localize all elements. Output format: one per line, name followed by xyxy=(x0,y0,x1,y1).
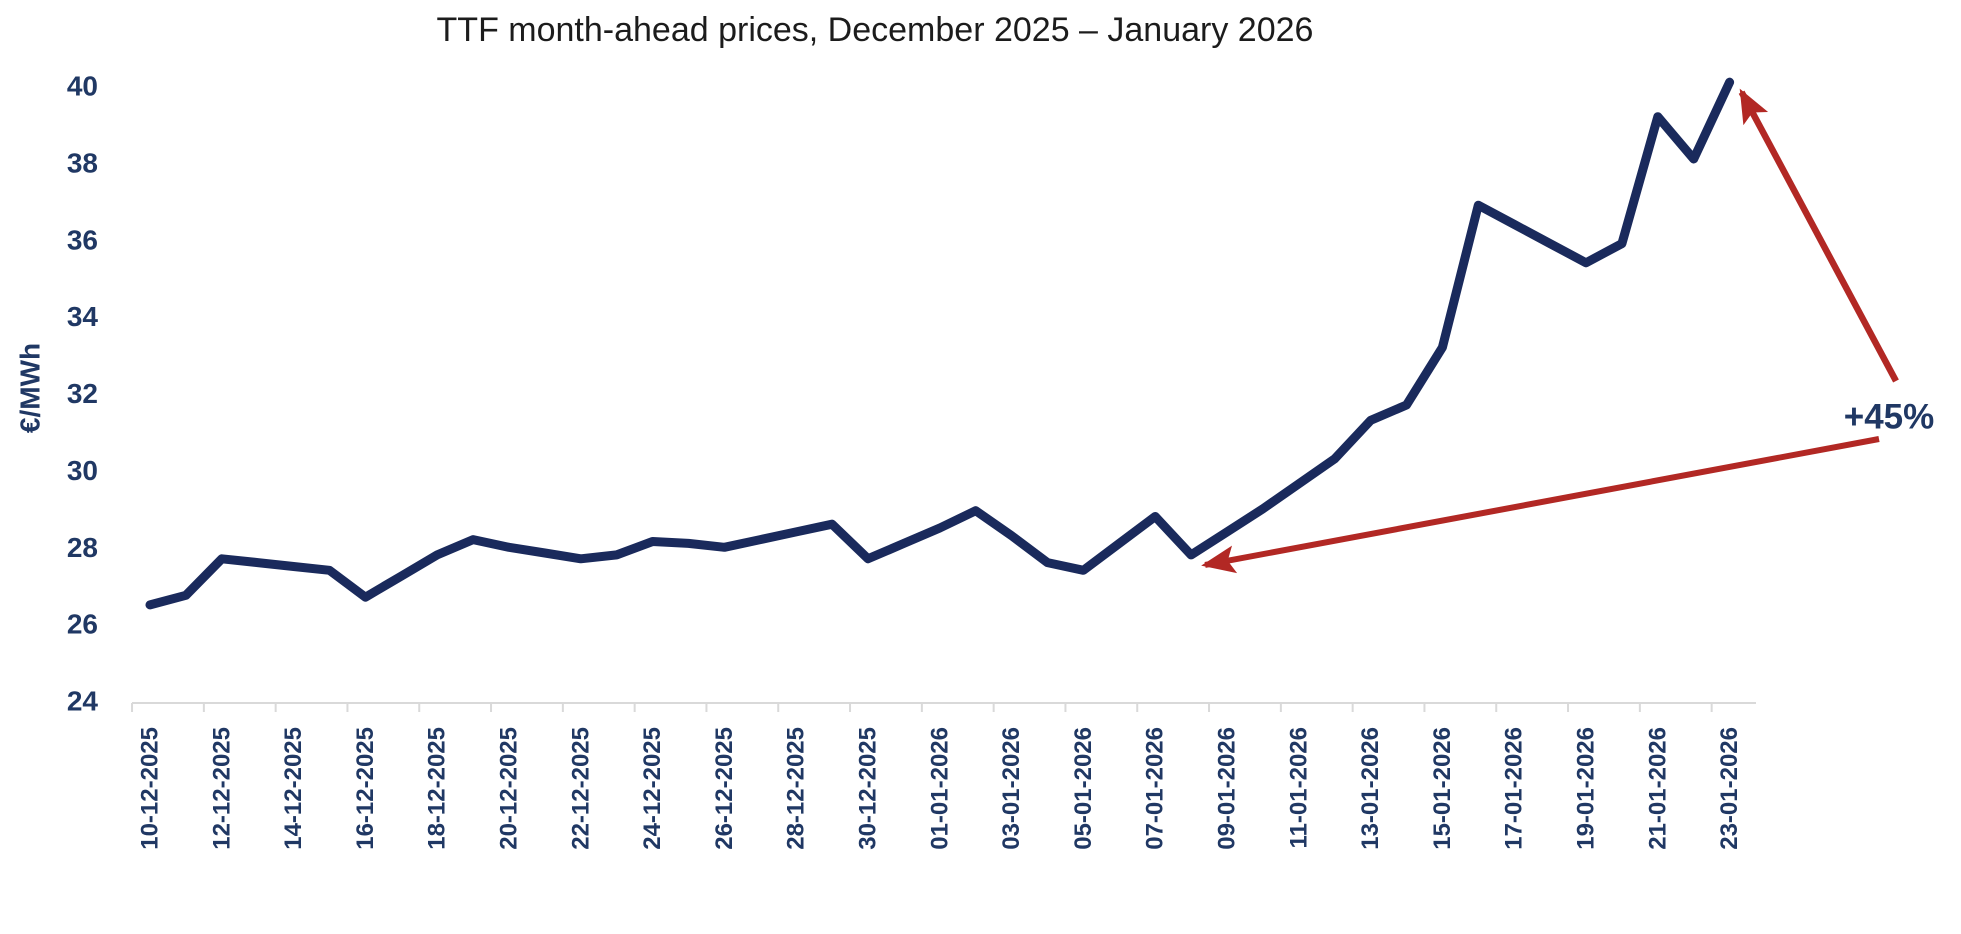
x-tick-labels: 10-12-2025 12-12-2025 14-12-2025 16-12-2025… xyxy=(137,727,1744,850)
y-tick-label: 28 xyxy=(67,532,98,563)
x-axis xyxy=(131,702,1756,712)
x-tick-label: 11-01-2026 xyxy=(1285,727,1312,848)
x-tick-label: 22-12-2025 xyxy=(567,727,594,850)
price-line xyxy=(145,77,1735,610)
x-tick-label: 24-12-2025 xyxy=(639,727,666,850)
annotation-arrow-to-trough xyxy=(1201,436,1880,574)
y-tick-label: 40 xyxy=(67,71,98,102)
x-tick-label: 28-12-2025 xyxy=(783,727,810,850)
x-tick-label: 10-12-2025 xyxy=(137,727,164,850)
y-tick-label: 32 xyxy=(67,378,98,409)
x-tick-label: 23-01-2026 xyxy=(1716,727,1743,850)
y-tick-labels: 40 38 36 34 32 30 28 26 24 xyxy=(67,71,99,717)
x-tick-label: 30-12-2025 xyxy=(855,727,882,850)
x-tick-label: 07-01-2026 xyxy=(1142,727,1169,850)
x-tick-label: 14-12-2025 xyxy=(280,727,307,850)
x-tick-label: 21-01-2026 xyxy=(1644,727,1671,850)
y-tick-label: 38 xyxy=(67,147,98,178)
annotation-arrow-to-peak xyxy=(1738,88,1899,383)
x-tick-label: 15-01-2026 xyxy=(1429,727,1456,850)
y-tick-label: 36 xyxy=(67,224,98,255)
x-tick-label: 19-01-2026 xyxy=(1573,727,1600,850)
x-tick-label: 16-12-2025 xyxy=(352,727,379,850)
y-tick-label: 30 xyxy=(67,455,98,486)
x-tick-label: 17-01-2026 xyxy=(1501,727,1528,850)
x-tick-label: 01-01-2026 xyxy=(926,727,953,850)
x-tick-label: 13-01-2026 xyxy=(1357,727,1384,850)
x-tick-label: 26-12-2025 xyxy=(711,727,738,850)
annotation-label: +45% xyxy=(1844,398,1935,437)
x-tick-label: 18-12-2025 xyxy=(424,727,451,850)
x-tick-label: 12-12-2025 xyxy=(208,727,235,850)
x-tick-label: 09-01-2026 xyxy=(1214,727,1241,850)
y-tick-label: 34 xyxy=(67,301,99,332)
y-axis-title: €/MWh xyxy=(15,343,46,433)
x-tick-label: 05-01-2026 xyxy=(1070,727,1097,850)
y-tick-label: 24 xyxy=(67,686,99,717)
chart-title: TTF month-ahead prices, December 2025 – … xyxy=(437,11,1314,49)
x-tick-label: 03-01-2026 xyxy=(998,727,1025,850)
percent-change-annotation: +45% xyxy=(1201,88,1935,574)
x-tick-label: 20-12-2025 xyxy=(496,727,523,850)
y-tick-label: 26 xyxy=(67,609,98,640)
